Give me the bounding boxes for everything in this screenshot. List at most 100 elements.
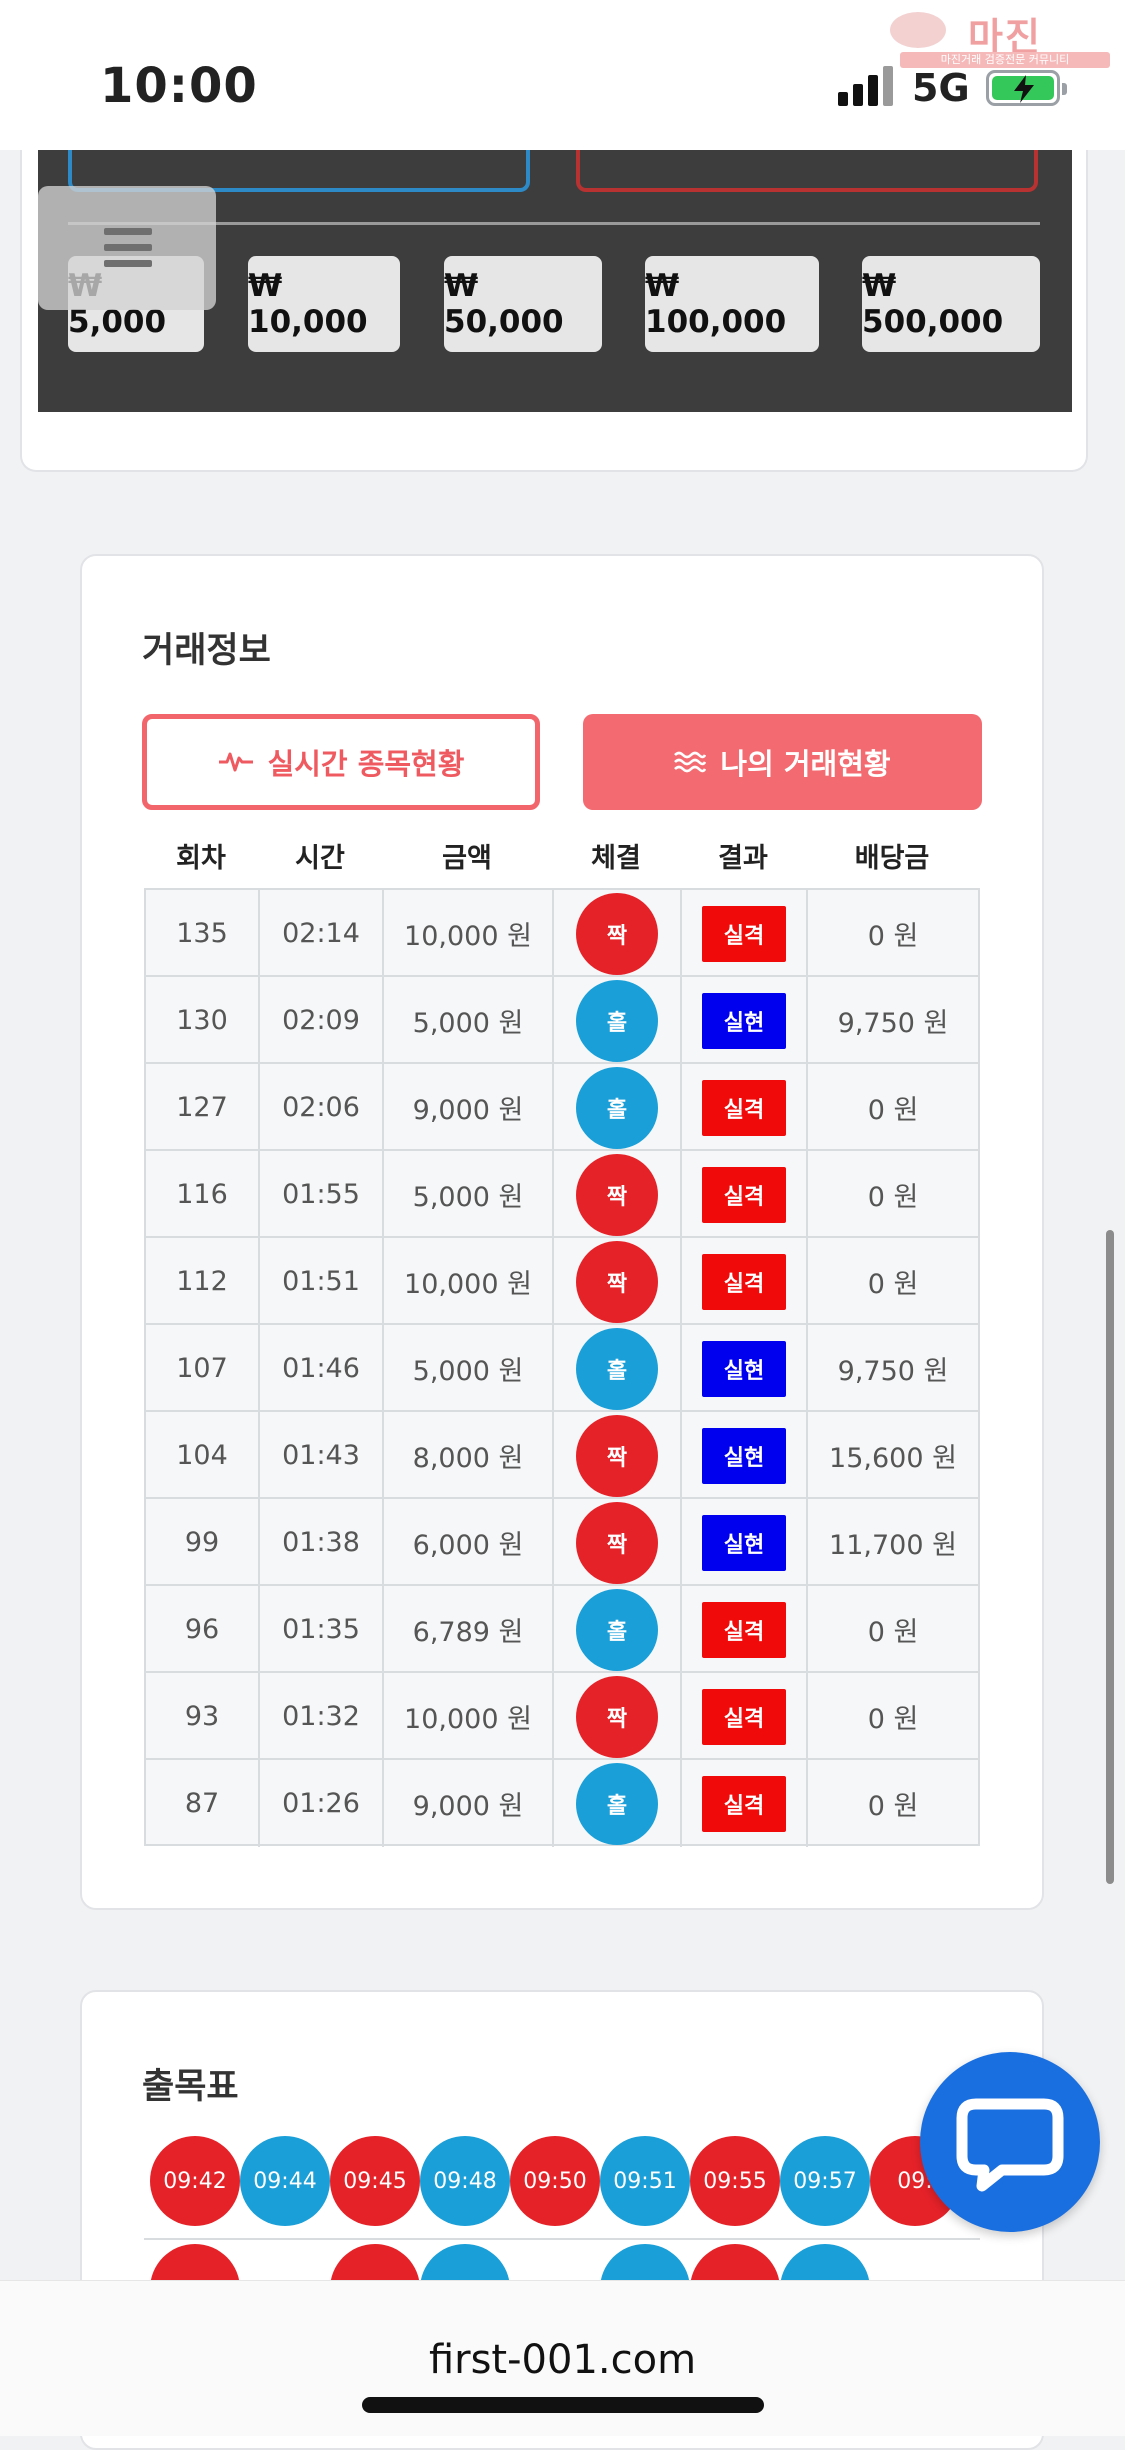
cell-payout: 0 원 — [867, 1095, 919, 1126]
cell-result: 실격 — [682, 1238, 808, 1325]
result-badge: 실격 — [702, 1166, 786, 1223]
table-header: 회차 시간 금액 체결 결과 배당금 — [144, 836, 980, 886]
waves-icon — [674, 751, 707, 773]
amount-chip-500000[interactable]: ₩ 500,000 — [862, 256, 1040, 352]
table-row: 127 02:06 9,000 원 홀 실격 0 원 — [146, 1064, 978, 1151]
even-bet-button[interactable] — [576, 150, 1038, 192]
table-row: 99 01:38 6,000 원 짝 실현 11,700 원 — [146, 1499, 978, 1586]
cell-payout: 9,750 원 — [837, 1008, 949, 1039]
table-row: 130 02:09 5,000 원 홀 실현 9,750 원 — [146, 977, 978, 1064]
cell-amount: 10,000 원 — [384, 1238, 554, 1325]
cell-payout: 0 원 — [867, 1791, 919, 1822]
chat-button[interactable] — [920, 2052, 1100, 2232]
cell-time: 01:55 — [260, 1151, 384, 1238]
cell-round: 135 — [146, 890, 260, 977]
cell-time: 01:32 — [260, 1673, 384, 1760]
table-row: 116 01:55 5,000 원 짝 실격 0 원 — [146, 1151, 978, 1238]
col-round: 회차 — [176, 843, 226, 874]
cell-payout: 0 원 — [867, 921, 919, 952]
pick-ball: 짝 — [576, 1153, 658, 1236]
chulmok-ball: 09:45 — [330, 2136, 420, 2226]
chulmok-ball: 09:57 — [780, 2136, 870, 2226]
cell-time: 01:46 — [260, 1325, 384, 1412]
page-scrollbar[interactable] — [1106, 1230, 1114, 1884]
cell-payout: 0 원 — [867, 1269, 919, 1300]
watermark-word: 마진 — [968, 15, 1042, 59]
cell-time: 02:14 — [260, 890, 384, 977]
browser-address-bar[interactable]: first-001.com — [0, 2280, 1125, 2436]
watermark-sub: 마진거래 검증전문 커뮤니티 — [900, 52, 1110, 68]
watermark-emblem-icon — [890, 12, 946, 48]
pick-ball: 홀 — [576, 1762, 658, 1845]
cell-time: 01:38 — [260, 1499, 384, 1586]
col-result: 결과 — [718, 843, 768, 874]
cell-pick: 짝 — [554, 1238, 682, 1325]
cell-round: 127 — [146, 1064, 260, 1151]
cell-pick: 홀 — [554, 1586, 682, 1673]
cell-result: 실격 — [682, 1673, 808, 1760]
result-badge: 실격 — [702, 1079, 786, 1136]
col-amount: 금액 — [442, 843, 492, 874]
cell-round: 112 — [146, 1238, 260, 1325]
cell-pick: 짝 — [554, 1499, 682, 1586]
chulmok-title: 출목표 — [142, 2067, 239, 2107]
pick-ball: 짝 — [576, 1414, 658, 1497]
menu-button[interactable] — [38, 186, 216, 310]
cell-amount: 5,000 원 — [384, 1325, 554, 1412]
cell-amount: 10,000 원 — [384, 890, 554, 977]
amount-chip-100000[interactable]: ₩ 100,000 — [645, 256, 819, 352]
cell-result: 실격 — [682, 1586, 808, 1673]
cell-round: 104 — [146, 1412, 260, 1499]
cell-round: 87 — [146, 1760, 260, 1847]
cell-amount: 9,000 원 — [384, 1064, 554, 1151]
cell-pick: 짝 — [554, 1412, 682, 1499]
chulmok-ball: 09:50 — [510, 2136, 600, 2226]
tab-my-trades[interactable]: 나의 거래현황 — [583, 714, 982, 810]
cell-result: 실현 — [682, 1325, 808, 1412]
pick-ball: 짝 — [576, 892, 658, 975]
cell-amount: 6,000 원 — [384, 1499, 554, 1586]
cell-round: 107 — [146, 1325, 260, 1412]
chulmok-ball: 09:51 — [600, 2136, 690, 2226]
result-badge: 실현 — [702, 992, 786, 1049]
chat-bubble-icon — [956, 2098, 1064, 2192]
cell-round: 130 — [146, 977, 260, 1064]
cell-round: 116 — [146, 1151, 260, 1238]
battery-charging-icon — [986, 70, 1067, 106]
result-badge: 실현 — [702, 1514, 786, 1571]
home-indicator[interactable] — [362, 2397, 764, 2413]
cell-payout: 0 원 — [867, 1182, 919, 1213]
cell-result: 실격 — [682, 1064, 808, 1151]
cell-time: 02:09 — [260, 977, 384, 1064]
cell-amount: 10,000 원 — [384, 1673, 554, 1760]
pick-ball: 짝 — [576, 1240, 658, 1323]
cell-time: 01:35 — [260, 1586, 384, 1673]
url-text: first-001.com — [428, 2337, 697, 2383]
table-row: 107 01:46 5,000 원 홀 실현 9,750 원 — [146, 1325, 978, 1412]
cellular-signal-icon — [838, 66, 896, 106]
cell-payout: 9,750 원 — [837, 1356, 949, 1387]
cell-round: 93 — [146, 1673, 260, 1760]
table-row: 96 01:35 6,789 원 홀 실격 0 원 — [146, 1586, 978, 1673]
pick-ball: 홀 — [576, 1066, 658, 1149]
table-row: 104 01:43 8,000 원 짝 실현 15,600 원 — [146, 1412, 978, 1499]
cell-result: 실격 — [682, 1760, 808, 1847]
table-row: 135 02:14 10,000 원 짝 실격 0 원 — [146, 890, 978, 977]
amount-chip-50000[interactable]: ₩ 50,000 — [444, 256, 602, 352]
odd-bet-button[interactable] — [68, 150, 530, 192]
amount-chip-10000[interactable]: ₩ 10,000 — [248, 256, 400, 352]
cell-pick: 짝 — [554, 1673, 682, 1760]
status-bar: 10:00 마진 마진거래 검증전문 커뮤니티 5G — [0, 0, 1125, 150]
cell-round: 96 — [146, 1586, 260, 1673]
table-row: 93 01:32 10,000 원 짝 실격 0 원 — [146, 1673, 978, 1760]
cell-pick: 짝 — [554, 1151, 682, 1238]
status-time: 10:00 — [100, 58, 258, 114]
tab-realtime-label: 실시간 종목현황 — [267, 747, 465, 781]
cell-pick: 홀 — [554, 977, 682, 1064]
tab-realtime-status[interactable]: 실시간 종목현황 — [142, 714, 540, 810]
cell-payout: 11,700 원 — [829, 1530, 957, 1561]
cell-payout: 0 원 — [867, 1704, 919, 1735]
cell-round: 99 — [146, 1499, 260, 1586]
trade-info-title: 거래정보 — [142, 631, 271, 671]
cell-result: 실현 — [682, 977, 808, 1064]
